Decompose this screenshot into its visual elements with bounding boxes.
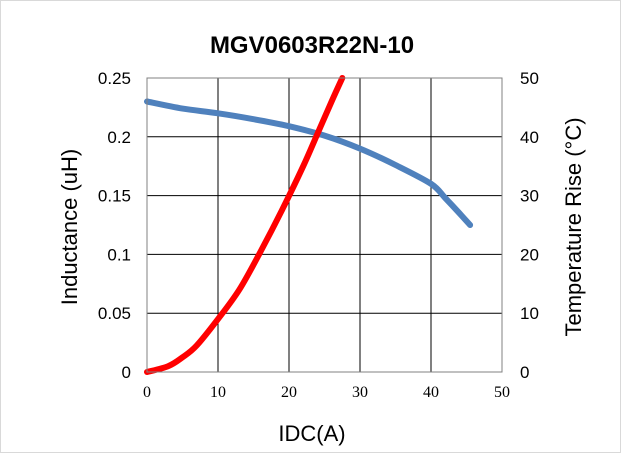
y-right-tick-label: 20 <box>520 245 539 264</box>
temperature-rise-line <box>144 75 346 375</box>
y-right-tick-label: 50 <box>520 69 539 88</box>
y-right-tick-label: 10 <box>520 304 539 323</box>
y-right-tick-label: 0 <box>520 363 529 382</box>
y-left-tick-label: 0.1 <box>107 245 131 264</box>
x-axis-title: IDC(A) <box>278 421 345 446</box>
inductance-line <box>144 98 474 228</box>
x-tick-label: 50 <box>494 384 510 401</box>
right-tick-labels: 0 10 20 30 40 50 <box>520 69 539 382</box>
x-tick-label: 30 <box>352 384 368 401</box>
x-tick-labels: 0 10 20 30 40 50 <box>143 384 510 401</box>
chart-title: MGV0603R22N-10 <box>210 32 414 59</box>
y-left-axis-title: Inductance (uH) <box>57 149 82 306</box>
series-layer <box>144 75 474 375</box>
y-right-tick-label: 40 <box>520 128 539 147</box>
y-left-tick-label: 0.25 <box>98 69 131 88</box>
y-left-tick-label: 0.15 <box>98 187 131 206</box>
x-tick-label: 20 <box>281 384 297 401</box>
x-tick-label: 10 <box>210 384 226 401</box>
y-left-tick-label: 0 <box>122 363 131 382</box>
y-left-tick-label: 0.2 <box>107 128 131 147</box>
plot-border <box>146 77 503 373</box>
x-tick-label: 0 <box>143 384 151 401</box>
y-right-tick-label: 30 <box>520 187 539 206</box>
x-tick-label: 40 <box>423 384 439 401</box>
y-right-axis-title: Temperature Rise (°C) <box>561 117 586 336</box>
left-tick-labels: 0 0.05 0.1 0.15 0.2 0.25 <box>98 69 131 382</box>
y-left-tick-label: 0.05 <box>98 304 131 323</box>
